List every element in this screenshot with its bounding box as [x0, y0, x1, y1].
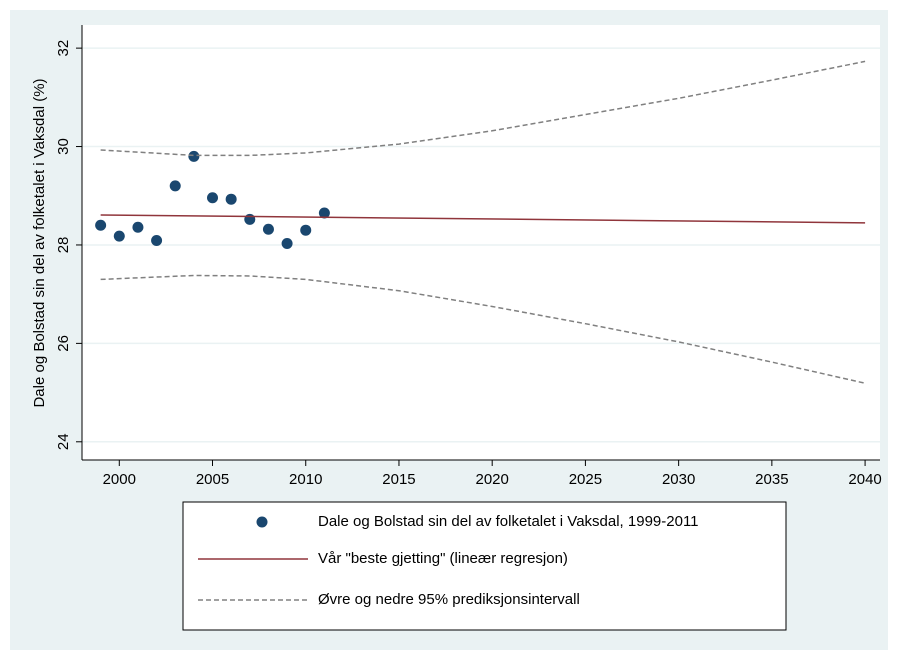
data-point [225, 193, 237, 205]
data-point [151, 235, 163, 247]
legend-label: Øvre og nedre 95% prediksjonsintervall [318, 591, 580, 608]
data-point [113, 230, 125, 242]
legend-marker [256, 516, 268, 528]
data-point [300, 224, 312, 236]
x-tick-label: 2020 [475, 471, 508, 488]
x-tick-label: 2010 [289, 471, 322, 488]
legend [182, 501, 787, 631]
x-tick-label: 2005 [196, 471, 229, 488]
legend-label: Vår "beste gjetting" (lineær regresjon) [318, 550, 568, 567]
plot-area [82, 25, 880, 460]
data-point [262, 223, 274, 235]
lower-bound-line [100, 274, 866, 384]
y-tick-label: 30 [55, 138, 72, 155]
x-tick-label: 2040 [848, 471, 881, 488]
x-tick-label: 2035 [755, 471, 788, 488]
y-axis-label: Dale og Bolstad sin del av folketalet i … [31, 78, 48, 407]
y-tick-label: 26 [55, 335, 72, 352]
data-point [244, 213, 256, 225]
data-point [169, 180, 181, 192]
x-tick-label: 2025 [569, 471, 602, 488]
data-point [281, 237, 293, 249]
y-tick-label: 28 [55, 237, 72, 254]
x-tick-label: 2015 [382, 471, 415, 488]
data-point [132, 221, 144, 233]
y-tick-label: 24 [55, 433, 72, 450]
data-point [95, 219, 107, 231]
data-point [207, 192, 219, 204]
x-tick-label: 2030 [662, 471, 695, 488]
data-point [318, 207, 330, 219]
legend-label: Dale og Bolstad sin del av folketalet i … [318, 513, 699, 530]
regression-line [100, 214, 866, 224]
y-tick-label: 32 [55, 40, 72, 57]
data-point [188, 150, 200, 162]
x-tick-label: 2000 [103, 471, 136, 488]
upper-bound-line [100, 60, 866, 157]
